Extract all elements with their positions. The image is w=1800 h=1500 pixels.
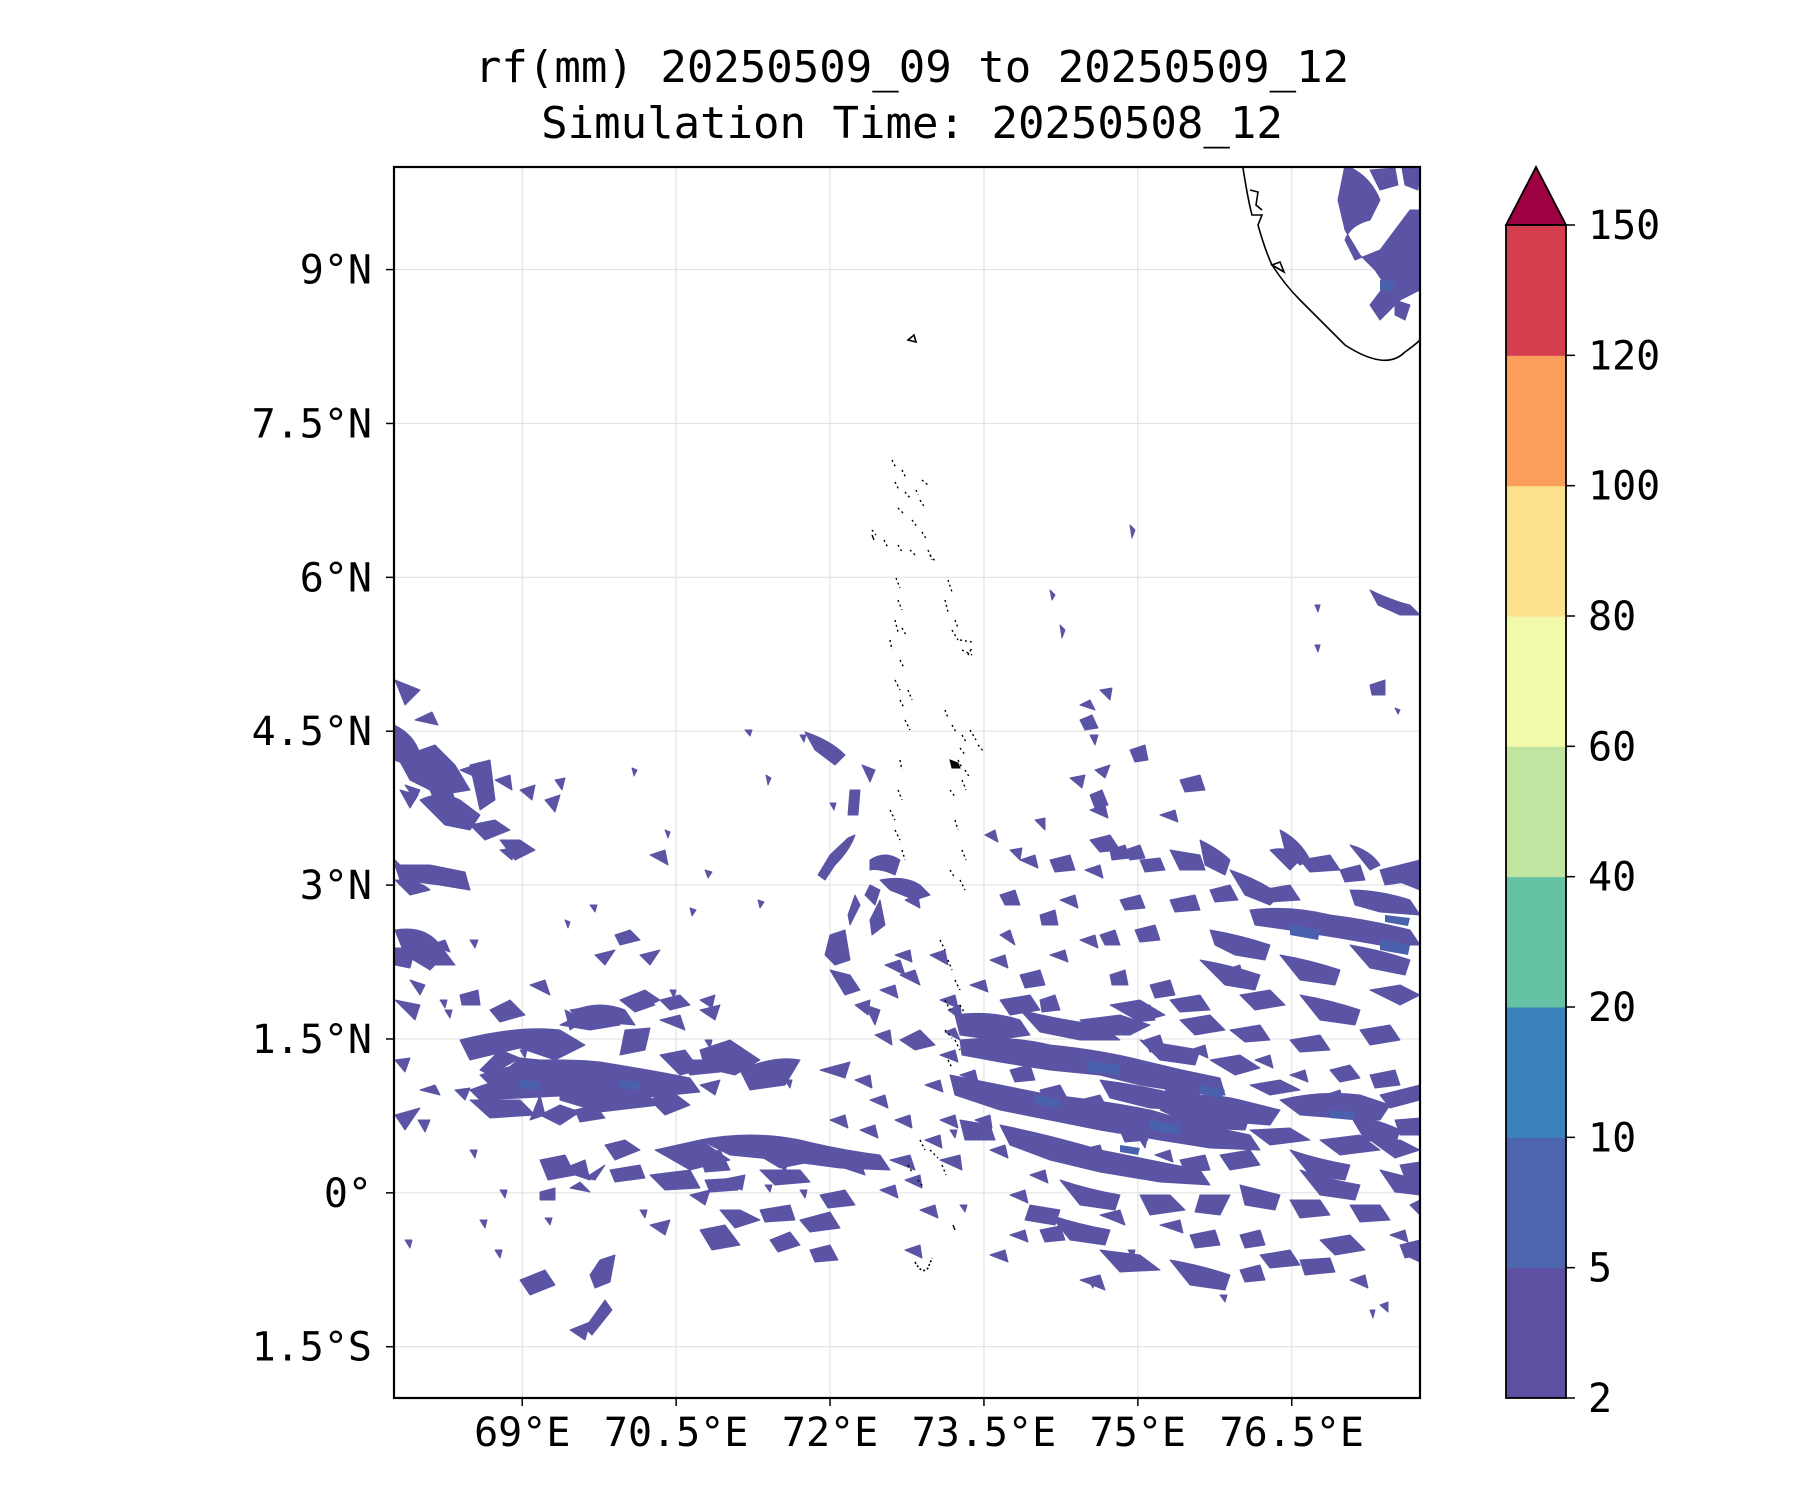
colorbar-frame	[1505, 224, 1567, 1399]
colorbar-segment	[1506, 225, 1566, 356]
colorbar-label: 2	[1588, 1376, 1612, 1422]
colorbar-segment	[1506, 616, 1566, 747]
lat-tick-label: 7.5°N	[252, 401, 372, 447]
lat-tick-label: 1.5°S	[252, 1325, 372, 1371]
chart-title: rf(mm) 20250509_09 to 20250509_12	[474, 42, 1350, 93]
chart-subtitle: Simulation Time: 20250508_12	[541, 98, 1283, 149]
colorbar-label: 10	[1588, 1115, 1636, 1161]
colorbar-segment	[1506, 876, 1566, 1008]
colorbar-label: 20	[1588, 985, 1636, 1031]
lat-tick-label: 1.5°N	[252, 1017, 372, 1063]
colorbar-segment	[1506, 485, 1566, 617]
colorbar-label: 5	[1588, 1246, 1612, 1292]
coastlines	[871, 167, 1420, 1272]
lat-tick-label: 9°N	[300, 248, 372, 294]
lat-tick-label: 0°	[324, 1171, 372, 1217]
colorbar-label: 150	[1588, 203, 1660, 249]
colorbar: 2 5 10 20 40 60 80 100 120 150	[1504, 165, 1660, 1422]
colorbar-label: 120	[1588, 333, 1660, 379]
gridlines	[394, 167, 1420, 1398]
map-frame	[392, 165, 1422, 1400]
rainfall-contours	[394, 167, 1420, 1341]
lat-tick-label: 6°N	[300, 555, 372, 601]
colorbar-segment	[1506, 746, 1566, 878]
lon-tick-label: 70.5°E	[604, 1410, 749, 1456]
lon-tick-label: 76.5°E	[1220, 1410, 1365, 1456]
lon-tick-label: 75°E	[1090, 1410, 1186, 1456]
colorbar-extend-arrow	[1504, 165, 1568, 226]
longitude-ticks: 69°E 70.5°E 72°E 73.5°E 75°E 76.5°E	[474, 1398, 1364, 1456]
colorbar-segment	[1506, 355, 1566, 487]
lat-tick-label: 4.5°N	[252, 709, 372, 755]
colorbar-segment	[1506, 1267, 1566, 1399]
colorbar-segment	[1506, 1137, 1566, 1269]
lon-tick-label: 73.5°E	[912, 1410, 1057, 1456]
colorbar-label: 100	[1588, 464, 1660, 510]
latitude-ticks: 9°N 7.5°N 6°N 4.5°N 3°N 1.5°N 0° 1.5°S	[252, 248, 394, 1371]
colorbar-segment	[1506, 1007, 1566, 1138]
colorbar-label: 80	[1588, 594, 1636, 640]
colorbar-label: 40	[1588, 855, 1636, 901]
lon-tick-label: 69°E	[474, 1410, 570, 1456]
lat-tick-label: 3°N	[300, 863, 372, 909]
lon-tick-label: 72°E	[782, 1410, 878, 1456]
colorbar-label: 60	[1588, 724, 1636, 770]
